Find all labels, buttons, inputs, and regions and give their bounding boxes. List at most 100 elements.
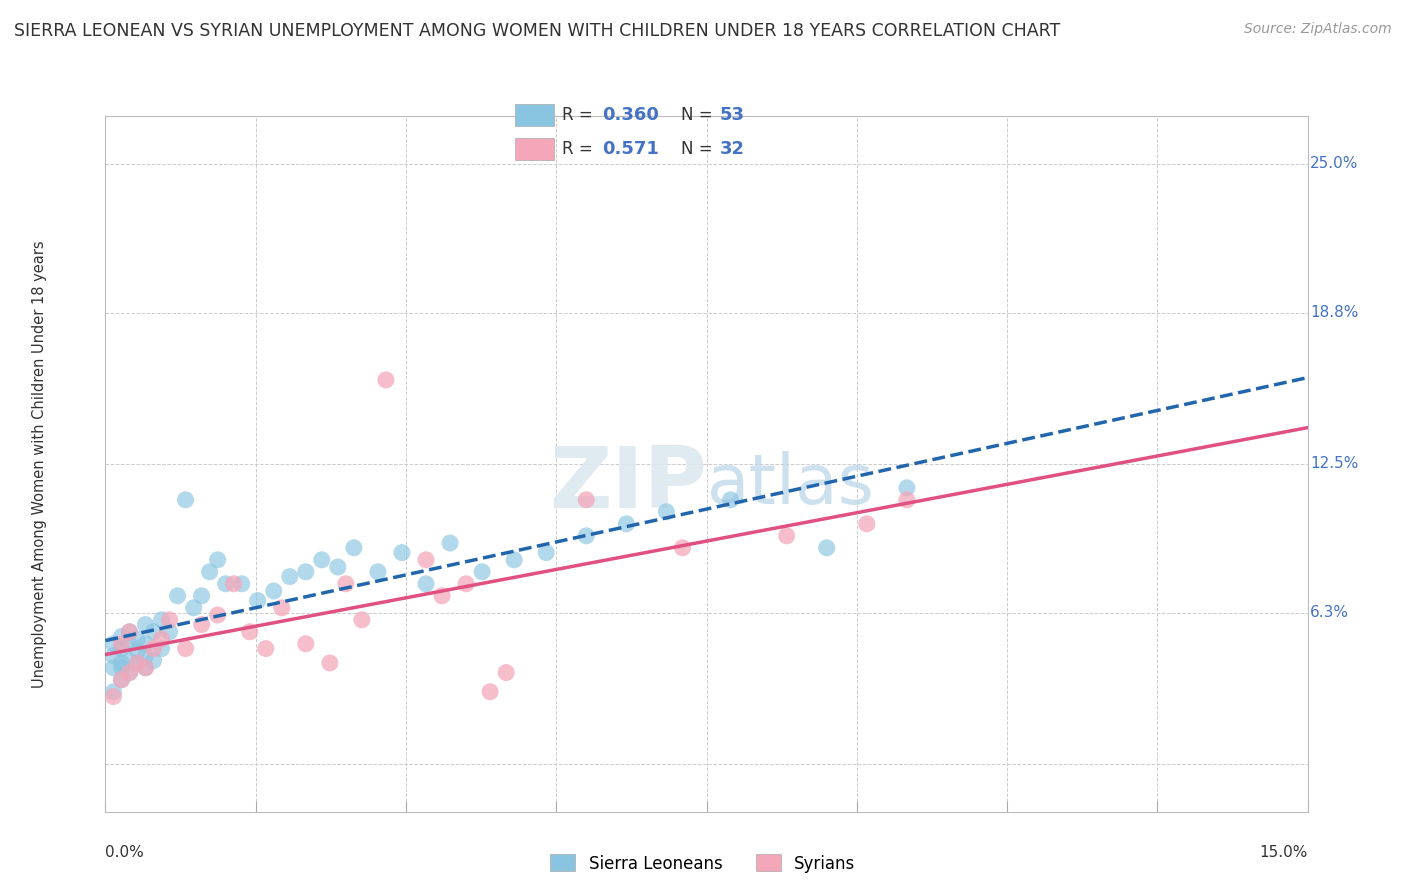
Point [150,613,173,627]
Point [103,690,125,704]
Point [896,481,918,495]
Point [135,637,157,651]
Point [207,553,229,567]
Text: R =: R = [562,106,593,124]
Point [430,589,453,603]
Point [190,589,212,603]
Text: 18.8%: 18.8% [1310,305,1358,320]
Point [439,536,461,550]
Point [231,576,253,591]
Point [142,641,165,656]
Point [575,492,598,507]
Text: 0.360: 0.360 [602,106,658,124]
Point [110,661,132,675]
Point [127,632,149,646]
Text: ZIP: ZIP [548,443,707,526]
Point [110,641,132,656]
Text: Source: ZipAtlas.com: Source: ZipAtlas.com [1244,22,1392,37]
Text: 12.5%: 12.5% [1310,457,1358,471]
Text: N =: N = [681,140,711,158]
Point [110,656,132,670]
Text: Unemployment Among Women with Children Under 18 years: Unemployment Among Women with Children U… [32,240,46,688]
Point [135,648,157,663]
Text: 6.3%: 6.3% [1310,605,1348,620]
Point [150,641,173,656]
Point [118,624,141,639]
Point [671,541,693,555]
Legend: Sierra Leoneans, Syrians: Sierra Leoneans, Syrians [544,847,862,880]
Point [135,617,157,632]
Point [110,673,132,687]
Point [534,546,557,560]
Point [174,641,197,656]
Text: atlas: atlas [707,451,875,518]
Point [103,685,125,699]
Point [118,654,141,668]
Text: N =: N = [681,106,711,124]
Point [503,553,526,567]
Point [454,576,477,591]
Point [311,553,333,567]
Point [103,648,125,663]
Point [150,632,173,646]
Point [335,576,357,591]
Point [142,624,165,639]
Point [479,685,502,699]
Point [471,565,494,579]
Point [415,553,437,567]
Point [575,529,598,543]
Point [350,613,373,627]
Text: 53: 53 [720,106,745,124]
Point [118,637,141,651]
Point [159,613,181,627]
Point [655,505,678,519]
Point [103,661,125,675]
Point [319,656,342,670]
Text: 0.571: 0.571 [602,140,658,158]
Point [239,624,262,639]
Point [415,576,437,591]
Point [896,492,918,507]
Point [159,624,181,639]
Point [295,565,318,579]
Point [198,565,221,579]
Point [270,600,292,615]
Point [110,637,132,651]
Point [367,565,389,579]
Text: 25.0%: 25.0% [1310,156,1358,171]
Text: 0.0%: 0.0% [105,846,145,860]
Point [118,665,141,680]
Point [166,589,188,603]
Point [246,593,269,607]
Text: R =: R = [562,140,593,158]
Point [183,600,205,615]
Point [118,624,141,639]
Point [374,373,398,387]
Point [127,644,149,658]
Point [616,516,638,531]
Point [815,541,838,555]
Point [110,630,132,644]
Point [118,665,141,680]
Point [776,529,799,543]
Point [127,656,149,670]
Point [142,654,165,668]
Point [295,637,318,651]
Text: 15.0%: 15.0% [1260,846,1308,860]
Point [263,584,285,599]
Point [207,607,229,622]
Point [135,661,157,675]
Point [343,541,366,555]
Bar [515,103,554,127]
Point [326,560,349,574]
Point [222,576,245,591]
Point [391,546,413,560]
Point [254,641,277,656]
Text: SIERRA LEONEAN VS SYRIAN UNEMPLOYMENT AMONG WOMEN WITH CHILDREN UNDER 18 YEARS C: SIERRA LEONEAN VS SYRIAN UNEMPLOYMENT AM… [14,22,1060,40]
Point [110,673,132,687]
Point [278,569,301,583]
Point [103,637,125,651]
Point [495,665,517,680]
Point [127,656,149,670]
Point [190,617,212,632]
